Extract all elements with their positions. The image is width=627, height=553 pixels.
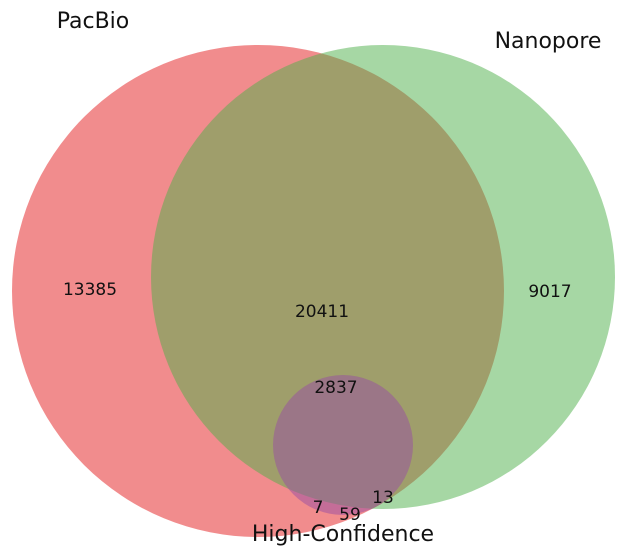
- region-count: 13: [372, 488, 394, 508]
- set-circle: [151, 45, 615, 509]
- region-count: 20411: [295, 302, 349, 322]
- set-circle: [273, 375, 413, 515]
- set-label: PacBio: [57, 9, 130, 34]
- region-count: 13385: [63, 280, 117, 300]
- region-count: 59: [339, 505, 361, 525]
- region-count: 7: [313, 498, 324, 518]
- region-count: 2837: [314, 378, 357, 398]
- set-label: High-Confidence: [252, 522, 434, 547]
- region-count: 9017: [528, 282, 571, 302]
- set-label: Nanopore: [495, 29, 602, 54]
